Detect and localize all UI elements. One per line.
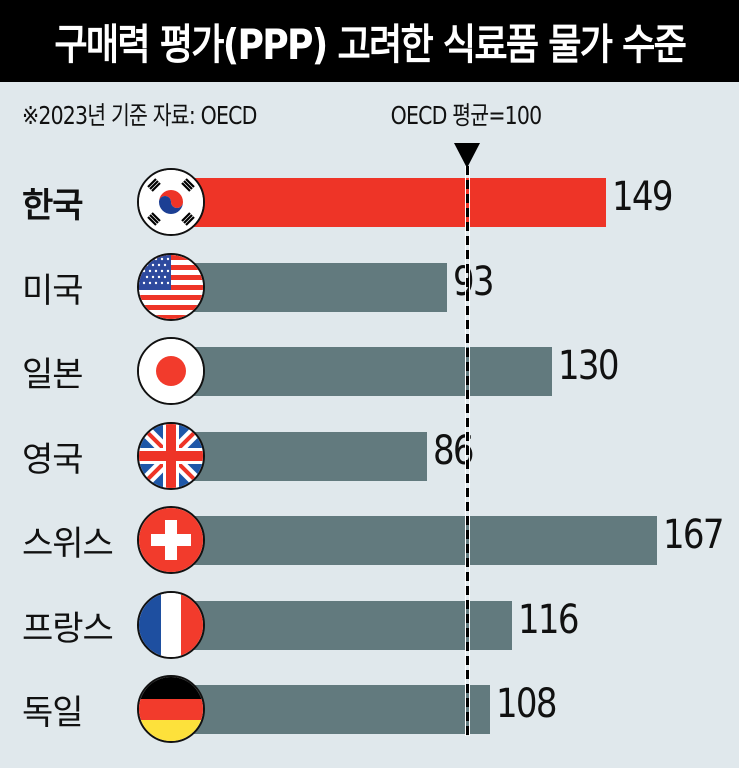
bar-row: 미국 93 — [0, 252, 739, 323]
reference-marker-icon — [454, 143, 480, 168]
france-flag-icon — [137, 590, 205, 659]
reference-line — [466, 166, 469, 736]
bar — [183, 262, 448, 312]
bar-row: 일본 130 — [0, 337, 739, 407]
bar — [183, 600, 513, 650]
bar-row: 스위스 167 — [0, 506, 739, 576]
bar-row: 프랑스 116 — [0, 590, 739, 661]
chart-title: 구매력 평가(PPP) 고려한 식료품 물가 수준 — [54, 19, 686, 69]
bar — [183, 431, 428, 481]
switzerland-flag-icon — [137, 506, 205, 574]
bar — [183, 685, 490, 734]
korea-flag-icon — [137, 168, 205, 236]
bar-row: 독일 108 — [0, 675, 739, 745]
bar — [183, 516, 658, 565]
bar-row: 영국 86 — [0, 421, 739, 492]
value-label: 149 — [612, 174, 674, 220]
country-label: 스위스 — [22, 524, 114, 564]
bar-row: 한국 149 — [0, 168, 739, 238]
header: 구매력 평가(PPP) 고려한 식료품 물가 수준 — [0, 0, 739, 82]
bar — [183, 178, 607, 227]
country-label: 프랑스 — [22, 608, 114, 649]
bar — [183, 347, 553, 396]
reference-label: OECD 평균=100 — [390, 101, 543, 130]
country-label: 영국 — [22, 439, 84, 480]
source-note: ※2023년 기준 자료: OECD — [22, 101, 257, 130]
value-label: 130 — [558, 343, 620, 389]
value-label: 93 — [453, 258, 495, 305]
value-label: 116 — [518, 596, 580, 643]
usa-flag-icon — [137, 252, 205, 321]
country-label: 일본 — [22, 355, 84, 395]
germany-flag-icon — [137, 675, 205, 743]
value-label: 167 — [663, 512, 725, 558]
value-label: 108 — [495, 681, 558, 727]
japan-flag-icon — [137, 337, 205, 405]
country-label: 미국 — [22, 270, 84, 311]
country-label: 한국 — [22, 186, 84, 226]
country-label: 독일 — [22, 693, 84, 733]
uk-flag-icon — [137, 421, 205, 490]
